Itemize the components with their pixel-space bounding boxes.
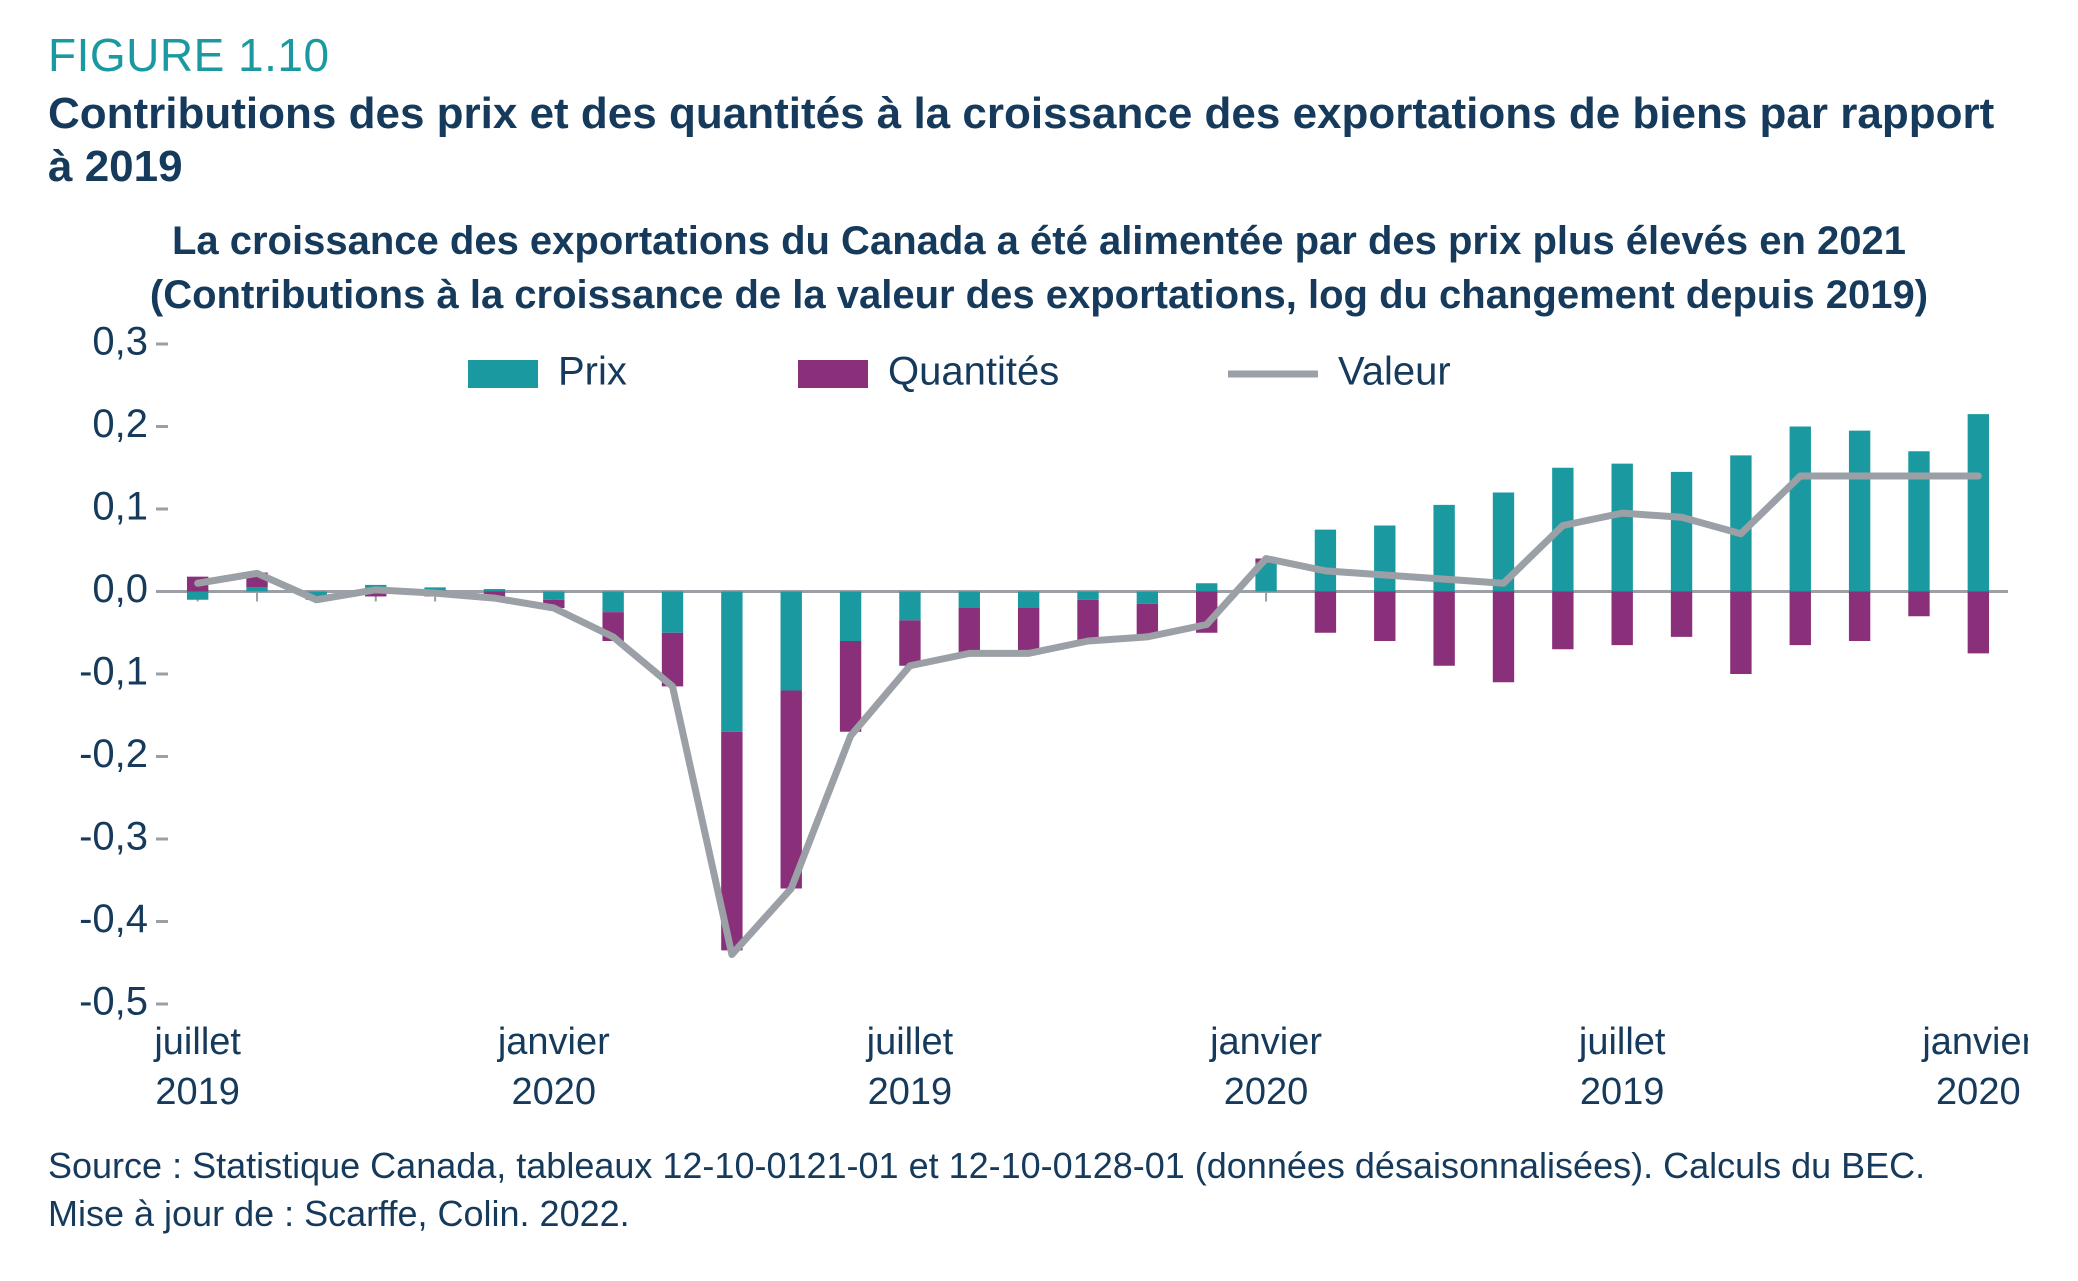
bar-quantites — [1968, 591, 1989, 653]
bar-quantites — [1671, 591, 1692, 636]
y-tick-label: 0,3 — [92, 324, 148, 364]
bar-prix — [484, 589, 505, 591]
bar-prix — [543, 591, 564, 599]
bar-prix — [1790, 426, 1811, 591]
bar-prix — [1849, 430, 1870, 591]
figure-title: Contributions des prix et des quantités … — [48, 88, 2030, 194]
bar-quantites — [1315, 591, 1336, 632]
y-tick-label: -0,2 — [79, 732, 148, 776]
x-tick-label-year: 2020 — [1936, 1071, 2021, 1113]
bar-quantites — [1790, 591, 1811, 645]
bar-prix — [1077, 591, 1098, 599]
figure-container: FIGURE 1.10 Contributions des prix et de… — [0, 0, 2078, 1281]
bar-prix — [1137, 591, 1158, 603]
bar-prix — [1671, 471, 1692, 591]
bar-quantites — [840, 641, 861, 732]
bar-quantites — [1374, 591, 1395, 641]
x-tick-label-year: 2019 — [1580, 1071, 1665, 1113]
bar-quantites — [1018, 608, 1039, 653]
bar-prix — [1968, 414, 1989, 591]
figure-footer: Source : Statistique Canada, tableaux 12… — [48, 1142, 2030, 1239]
x-tick-label-month: juillet — [153, 1021, 241, 1063]
bar-quantites — [1612, 591, 1633, 645]
bar-prix — [1374, 525, 1395, 591]
bar-prix — [246, 587, 267, 591]
line-valeur — [198, 476, 1979, 955]
legend-label-prix: Prix — [558, 349, 627, 393]
x-tick-label-month: juillet — [1578, 1021, 1666, 1063]
y-tick-label: -0,4 — [79, 897, 148, 941]
bar-prix — [662, 591, 683, 632]
bar-prix — [721, 591, 742, 731]
bar-quantites — [1077, 599, 1098, 640]
bar-quantites — [1552, 591, 1573, 649]
legend-label-quantites: Quantités — [888, 349, 1059, 393]
footer-source: Source : Statistique Canada, tableaux 12… — [48, 1142, 2030, 1191]
footer-update: Mise à jour de : Scarffe, Colin. 2022. — [48, 1190, 2030, 1239]
y-tick-label: 0,0 — [92, 567, 148, 611]
y-tick-label: -0,1 — [79, 649, 148, 693]
x-tick-label-month: juillet — [866, 1021, 954, 1063]
bar-prix — [1612, 463, 1633, 591]
bar-prix — [840, 591, 861, 641]
bar-quantites — [1849, 591, 1870, 641]
bar-quantites — [781, 690, 802, 888]
chart-area: -0,5 -0,4 -0,3 -0,2 -0,1 0,0 0,1 0,2 0,3 juillet 2… — [48, 324, 2030, 1124]
bar-quantites — [899, 620, 920, 665]
bar-prix — [1018, 591, 1039, 608]
chart-title-line1: La croissance des exportations du Canada… — [48, 216, 2030, 266]
x-tick-label-year: 2020 — [1224, 1071, 1309, 1113]
bar-quantites — [959, 608, 980, 653]
y-tick-label: 0,2 — [92, 402, 148, 446]
bar-quantites — [1908, 591, 1929, 616]
bar-prix — [1908, 451, 1929, 591]
y-tick-label: 0,1 — [92, 484, 148, 528]
legend: Prix Quantités Valeur — [468, 349, 1451, 393]
bar-quantites — [1730, 591, 1751, 674]
x-tick-label-year: 2020 — [512, 1071, 597, 1113]
bar-prix — [781, 591, 802, 690]
figure-label: FIGURE 1.10 — [48, 28, 2030, 82]
x-tick-label-month: janvier — [497, 1021, 610, 1063]
x-tick-label-year: 2019 — [868, 1071, 953, 1113]
bar-prix — [602, 591, 623, 612]
y-tick-label: -0,5 — [79, 979, 148, 1023]
bar-prix — [899, 591, 920, 620]
x-tick-label-month: janvier — [1921, 1021, 2028, 1063]
bar-quantites — [1433, 591, 1454, 665]
x-tick-label-year: 2019 — [155, 1071, 240, 1113]
bar-prix — [187, 591, 208, 599]
bar-prix — [959, 591, 980, 608]
bar-prix — [1315, 529, 1336, 591]
chart-svg: -0,5 -0,4 -0,3 -0,2 -0,1 0,0 0,1 0,2 0,3 juillet 2… — [48, 324, 2028, 1124]
legend-swatch-prix — [468, 360, 538, 388]
y-tick-label: -0,3 — [79, 814, 148, 858]
bar-quantites — [1493, 591, 1514, 682]
x-tick-label-month: janvier — [1209, 1021, 1322, 1063]
legend-label-valeur: Valeur — [1338, 349, 1451, 393]
chart-title-line2: (Contributions à la croissance de la val… — [48, 270, 2030, 320]
legend-swatch-quantites — [798, 360, 868, 388]
bar-prix — [1196, 583, 1217, 591]
